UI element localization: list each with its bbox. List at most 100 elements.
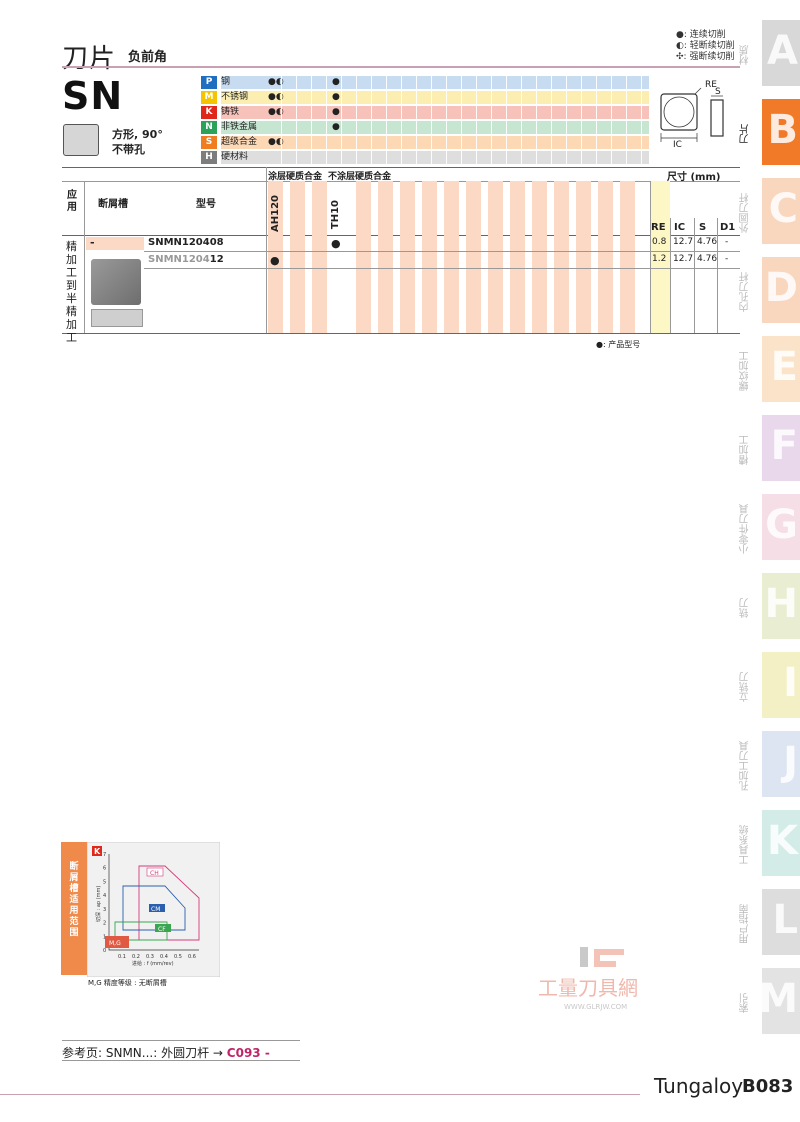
section-tab-label[interactable]: 螺纹加工 [740,351,751,391]
section-tab-label[interactable]: 工具系统 [740,825,751,865]
chip-chart-note: M,G 精度等级 : 无断屑槽 [88,979,167,987]
dim-d1-value: - [725,237,729,247]
material-letter: K [201,106,217,119]
watermark-logo: 工量刀具網 WWW.GLRJW.COM [538,947,638,1011]
section-tab-letter: B [767,107,799,153]
grade-stripe [290,181,305,333]
section-tab-h[interactable]: H [762,573,800,639]
section-tab-letter: K [767,818,798,864]
section-tab-label[interactable]: 槽加工 [740,435,751,465]
section-tab-letter: E [770,344,798,390]
section-tab-j[interactable]: J [762,731,800,797]
y-tick-label: 5 [103,879,106,885]
material-grid-line [326,76,327,166]
dim-d1-value: - [725,254,729,264]
legend-light-interrupted: ◐: 轻断续切削 [676,41,735,51]
reference-link[interactable]: C093 - [226,1046,270,1060]
section-tab-a[interactable]: A [762,20,800,86]
x-tick-label: 0.3 [146,954,154,960]
grade-stripe [356,181,371,333]
section-tab-letter: I [783,660,798,706]
section-tab-label[interactable]: 内孔刀杆 [740,272,751,312]
zone-ch: CH [150,870,159,877]
section-tab-l[interactable]: L [762,889,800,955]
dim-ic: IC [674,222,686,233]
section-tab-label[interactable]: 用户指南 [740,904,751,944]
material-grid-line [581,76,582,166]
section-tab-label[interactable]: 立铣刀 [740,672,751,702]
material-name: 不锈钢 [221,91,269,104]
row-separator [144,268,740,269]
page-number: B083 [742,1076,794,1097]
y-tick-label: 0 [103,948,106,954]
section-tab-label[interactable]: 索引 [740,993,751,1013]
material-th10: ● [332,107,340,117]
material-row-s: S 超级合金 ●◐ [201,136,649,150]
material-grid-line [296,76,297,166]
section-tab-m[interactable]: M [758,968,800,1034]
section-tab-label[interactable]: 材质 [740,45,751,65]
col-sep-4 [670,218,671,333]
grade-th10: TH10 [330,200,341,230]
chip-chart-side-label: 断屑槽适用范围 [69,862,79,938]
material-bar [267,151,649,164]
material-bar [267,106,649,119]
section-tab-label[interactable]: 孔加工刀具 [740,741,751,791]
re-column-highlight [650,181,670,333]
material-grid-line [341,76,342,166]
model-code: SNMN120408 [148,237,224,248]
material-grid-line [281,76,282,166]
material-grid-line [536,76,537,166]
section-tab-g[interactable]: G [762,494,800,560]
grade-stripe [400,181,415,333]
dim-ic-value: 12.7 [673,254,694,264]
diagram-re: RE [705,80,717,90]
section-tab-letter: J [783,739,798,785]
x-tick-label: 0.5 [174,954,182,960]
row-separator [144,251,740,252]
col-sep-6 [717,218,718,333]
legend-continuous: ●: 连续切削 [676,30,726,40]
x-tick-label: 0.2 [132,954,140,960]
material-letter: P [201,76,217,89]
table-top-line [62,167,740,168]
section-tab-e[interactable]: E [762,336,800,402]
material-name: 非铁金属 [221,121,269,134]
material-grid-line [491,76,492,166]
cutting-legend: ●: 连续切削 ◐: 轻断续切削 ✣: 强断续切削 [676,30,735,63]
insert-shape-icon [63,124,99,156]
chart-material-letter: K [94,847,101,856]
footer-divider-top [62,1040,300,1041]
material-ah120: ●◐ [268,107,284,117]
material-grid-line [386,76,387,166]
section-tab-c[interactable]: C [762,178,800,244]
section-tab-letter: G [765,502,798,548]
insert-side-photo [91,309,143,327]
section-tab-d[interactable]: D [762,257,800,323]
section-tab-k[interactable]: K [762,810,800,876]
material-letter: H [201,151,217,164]
section-tab-i[interactable]: I [762,652,800,718]
insert-code: SN [62,74,124,118]
material-ah120: ●◐ [268,92,284,102]
material-grid-line [311,76,312,166]
section-tab-label[interactable]: 小零件刀具 [740,504,751,554]
section-tab-label[interactable]: 外圆刀杆 [740,193,751,233]
grade-stripe [488,181,503,333]
ah120-mark: ● [270,254,280,267]
page-title: 刀片 [62,44,117,74]
section-tab-label[interactable]: 刀片 [740,124,751,144]
zone-cf: CF [158,926,166,933]
dimension-header: 尺寸 (mm) [667,172,721,183]
section-tab-label[interactable]: 铣刀 [740,598,751,618]
material-bar [267,136,649,149]
material-grid-line [611,76,612,166]
material-grid-line [521,76,522,166]
section-tab-f[interactable]: F [762,415,800,481]
zone-cm: CM [151,906,160,913]
zone-mg: M,G [109,940,121,947]
section-tab-b[interactable]: B [762,99,800,165]
brand-name: Tungaloy [654,1074,744,1098]
material-grid-line [641,76,642,166]
grade-stripe [620,181,635,333]
